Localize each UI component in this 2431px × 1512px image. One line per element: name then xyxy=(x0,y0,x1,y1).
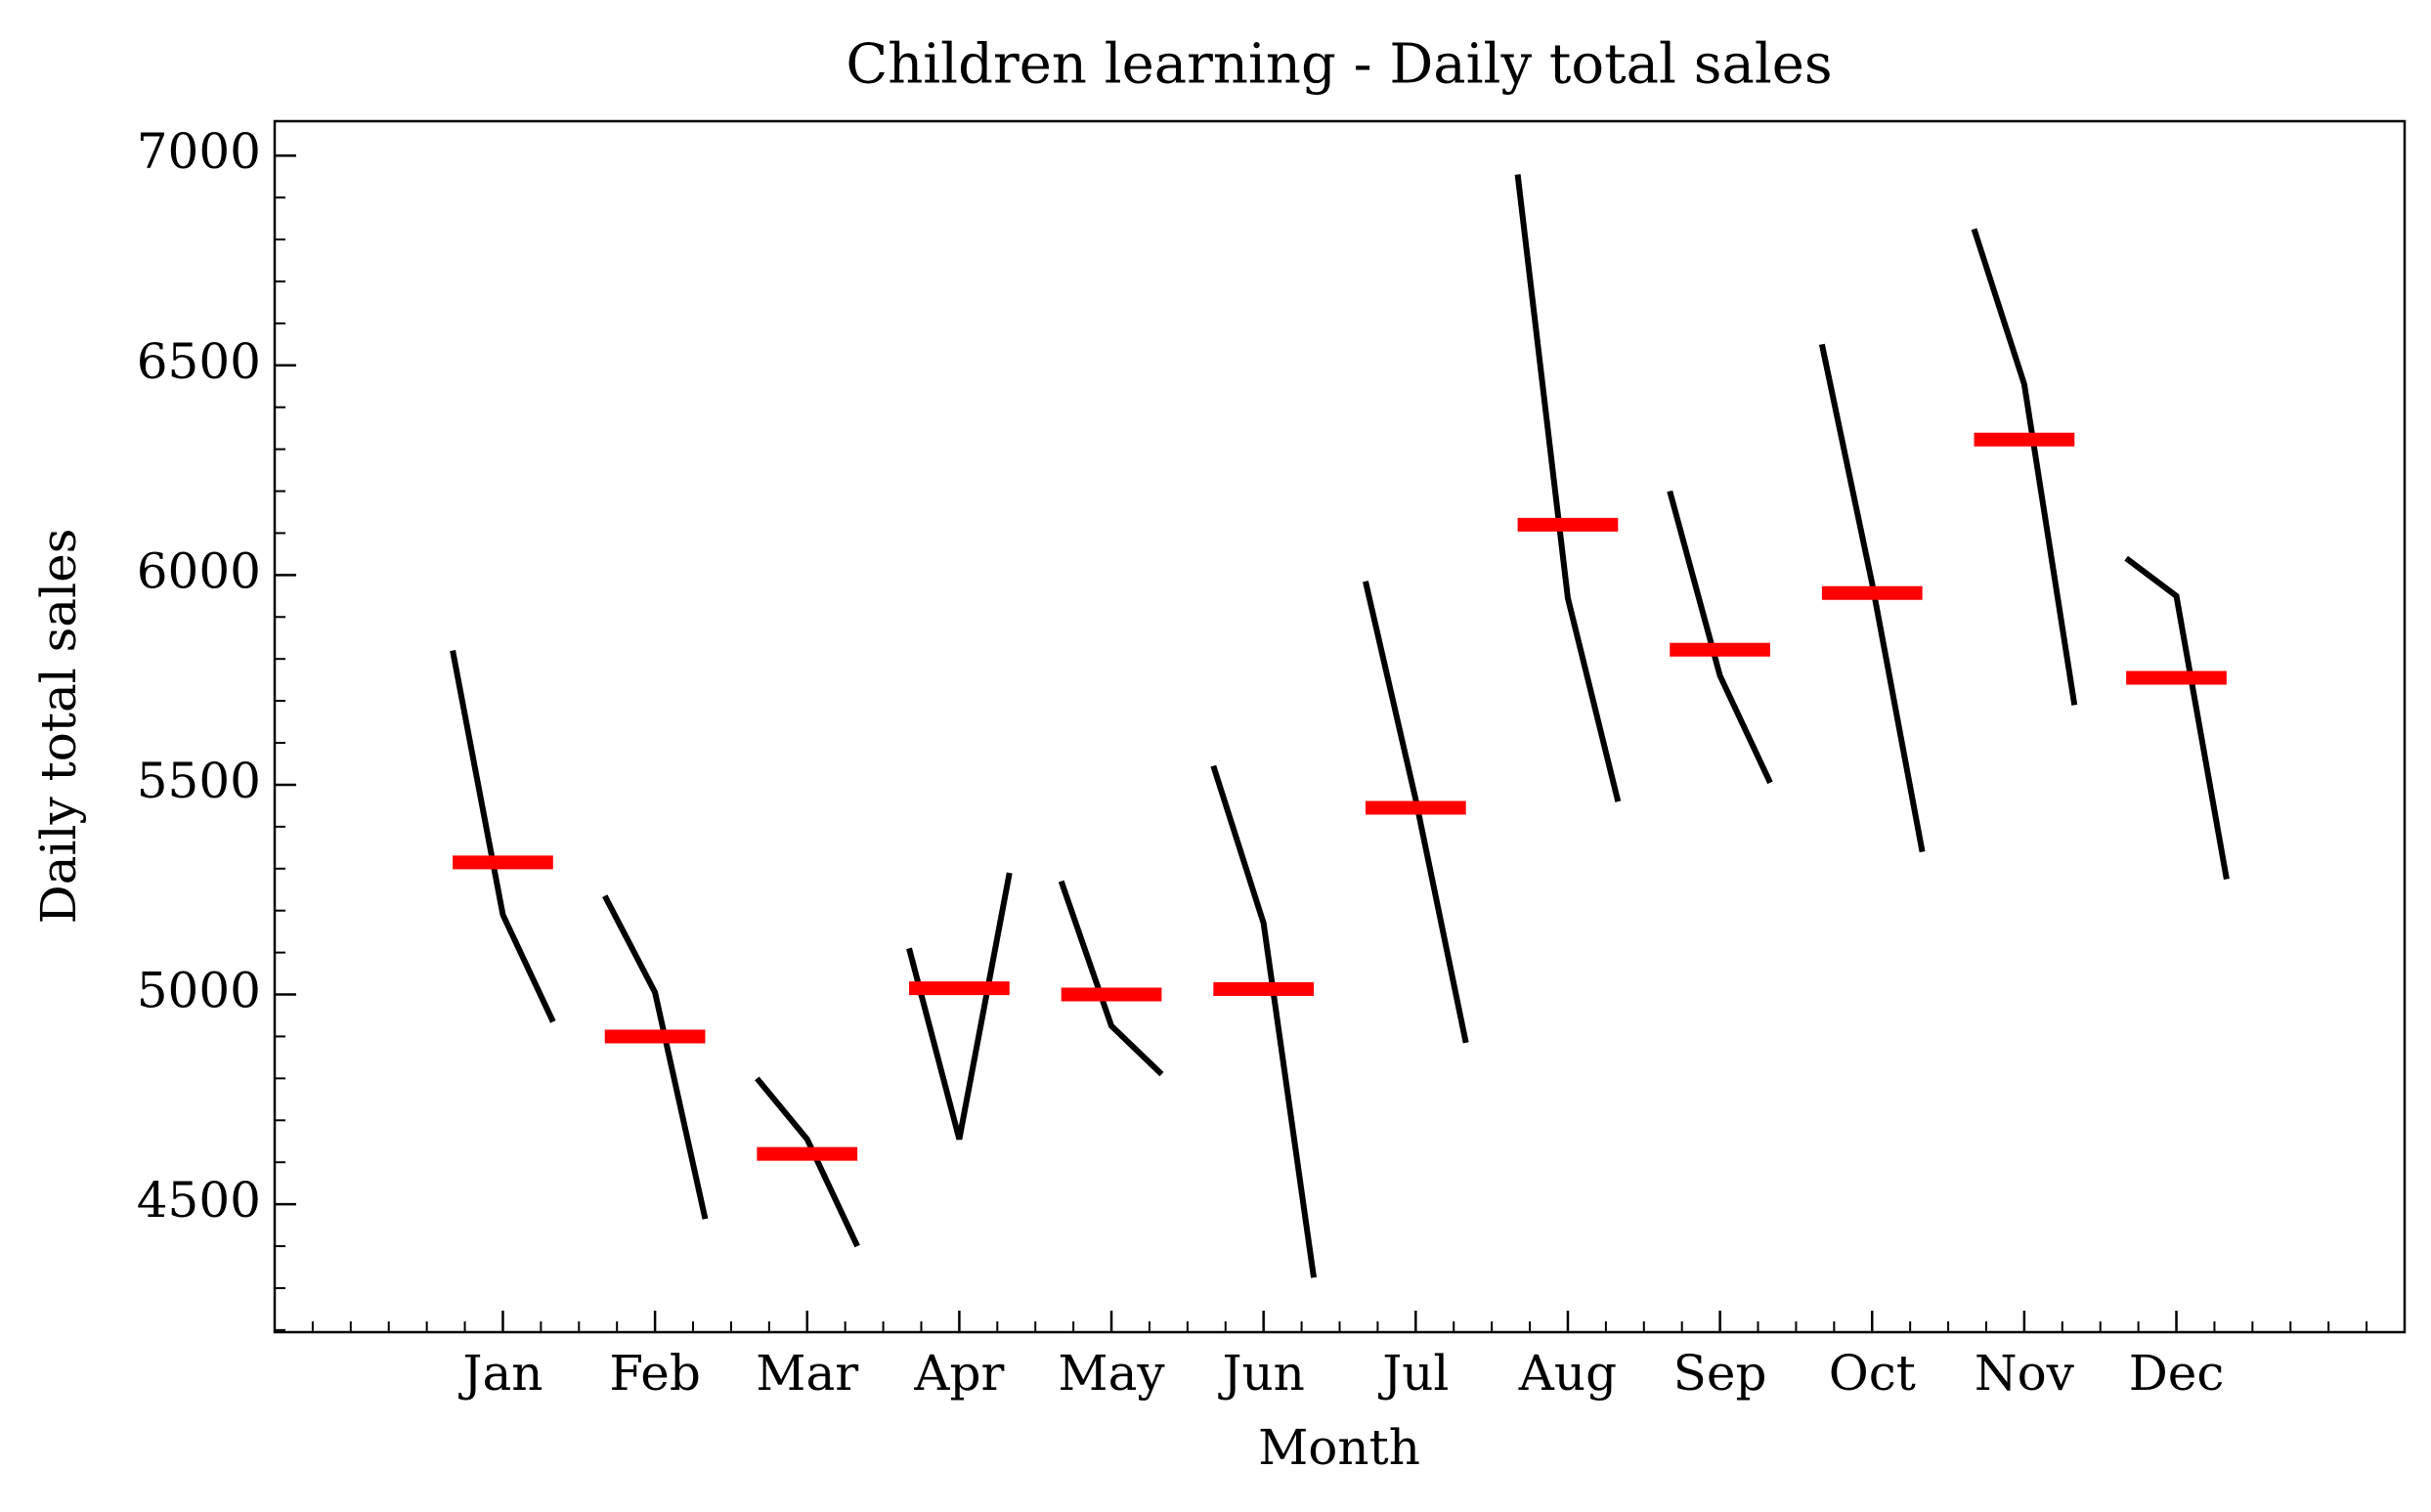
month-line xyxy=(1363,581,1469,1044)
x-tick-label: Sep xyxy=(1673,1345,1767,1402)
x-tick-label: Apr xyxy=(913,1345,1004,1402)
month-line xyxy=(1971,228,2078,706)
plot-frame xyxy=(273,119,2407,1334)
month-line xyxy=(1667,490,1773,785)
month-line xyxy=(602,894,709,1220)
x-axis-label: Month xyxy=(1258,1419,1420,1476)
x-tick-label: Dec xyxy=(2129,1345,2225,1402)
month-line xyxy=(755,1076,860,1248)
x-tick-label: Mar xyxy=(756,1345,858,1402)
month-line xyxy=(1818,343,1926,853)
x-tick-label: Oct xyxy=(1829,1345,1916,1402)
x-tick-label: Nov xyxy=(1975,1345,2075,1402)
chart-title: Children learning - Daily total sales xyxy=(846,33,1832,97)
month-line xyxy=(2124,555,2230,881)
y-tick-label: 6000 xyxy=(137,542,261,599)
month-line xyxy=(906,872,1013,1141)
month-line xyxy=(1210,764,1318,1278)
month-line xyxy=(450,650,556,1023)
x-tick-label: Jan xyxy=(457,1345,543,1402)
y-tick-label: 4500 xyxy=(137,1172,261,1229)
y-tick-label: 7000 xyxy=(137,123,261,180)
y-tick-label: 6500 xyxy=(137,333,261,390)
x-tick-label: May xyxy=(1058,1345,1165,1402)
x-tick-label: Jun xyxy=(1217,1345,1304,1402)
month-line xyxy=(1058,880,1164,1077)
y-tick-label: 5500 xyxy=(137,753,261,809)
y-tick-label: 5000 xyxy=(137,963,261,1019)
x-tick-label: Aug xyxy=(1518,1345,1617,1402)
month-line xyxy=(1514,174,1622,802)
x-tick-label: Jul xyxy=(1377,1345,1449,1402)
x-tick-label: Feb xyxy=(609,1345,701,1402)
y-axis-label: Daily total sales xyxy=(30,529,87,925)
